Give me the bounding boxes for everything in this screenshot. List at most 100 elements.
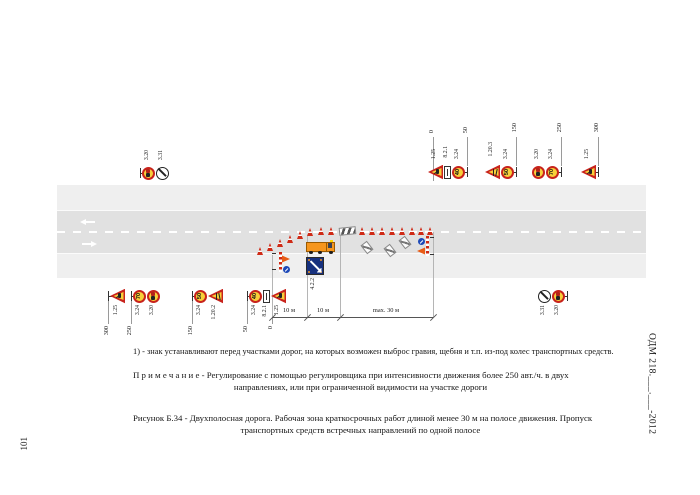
figure-caption-line2: транспортных средств встречных направлен… xyxy=(240,425,481,435)
sign-label: 3.20 xyxy=(533,148,540,159)
traffic-cone-icon xyxy=(427,227,433,235)
sign-post xyxy=(466,167,468,177)
traffic-cone-icon xyxy=(297,231,303,239)
barrier-tick xyxy=(272,253,276,254)
diagram-part xyxy=(319,258,323,262)
distance-line xyxy=(597,137,599,166)
mini-detour-sign-icon xyxy=(283,266,290,273)
diagram-part xyxy=(157,168,167,177)
barrier-tick xyxy=(272,269,276,270)
sign-3.31-icon xyxy=(538,289,551,303)
distance-label: 150 xyxy=(511,123,518,133)
sign-3.20-icon xyxy=(147,289,160,303)
sign-label: 1.25 xyxy=(430,148,437,159)
traffic-cone-icon xyxy=(318,227,324,235)
sign-post xyxy=(139,168,141,178)
distance-label: 50 xyxy=(242,326,249,333)
traffic-cone-icon xyxy=(257,247,263,255)
diagram-part xyxy=(556,296,561,300)
distance-line xyxy=(560,137,562,166)
diagram-part xyxy=(536,168,541,172)
traffic-cone-icon xyxy=(379,227,385,235)
sign-post xyxy=(191,291,193,301)
diagram-part xyxy=(307,258,311,262)
diagram-part xyxy=(309,251,313,254)
sign-8.2.1-icon xyxy=(444,165,451,179)
lane-arrow-left-head xyxy=(80,219,86,225)
lane-arrow-left-icon xyxy=(85,221,95,223)
sign-3.20-icon xyxy=(552,289,565,303)
traffic-cone-icon xyxy=(307,228,313,236)
sign-label: 3.24 xyxy=(547,148,554,159)
distance-label: 0 xyxy=(428,130,435,134)
sign-post xyxy=(130,291,132,301)
traffic-cone-icon xyxy=(369,227,375,235)
traffic-cone-icon xyxy=(409,227,415,235)
sign-3.24-icon: 50 xyxy=(501,165,514,179)
diagram-part xyxy=(536,172,541,176)
sign-post xyxy=(597,167,599,177)
diagram-part: 40 xyxy=(455,168,462,176)
distance-label: 300 xyxy=(103,326,110,336)
diagram-part xyxy=(316,267,322,273)
sign-post xyxy=(515,167,517,177)
diagram-part xyxy=(151,296,156,300)
diagram-part xyxy=(327,243,332,248)
diagram-part xyxy=(284,267,289,272)
diagram-part xyxy=(309,260,321,271)
note-line1: П р и м е ч а н и е - Регулирование с по… xyxy=(133,370,569,380)
sign-label: 3.20 xyxy=(553,305,560,316)
sign-label: 1.20.2 xyxy=(210,305,217,320)
distance-label: 250 xyxy=(126,326,133,336)
traffic-cone-icon xyxy=(328,227,334,235)
sign-post xyxy=(107,291,109,301)
mini-warning-triangle-icon xyxy=(417,247,425,255)
sign-3.20-icon xyxy=(142,166,155,180)
distance-line xyxy=(271,317,273,324)
mini-detour-sign-icon xyxy=(418,238,425,245)
sign-label: 1.25 xyxy=(112,305,119,316)
leader-line xyxy=(306,236,308,317)
striped-barrier-pole-icon xyxy=(279,252,282,272)
traffic-cone-icon xyxy=(267,243,273,251)
sign-post xyxy=(246,291,248,301)
page-number: 101 xyxy=(19,437,29,451)
dimension-label: max. 30 м xyxy=(372,306,400,314)
traffic-cone-icon xyxy=(359,227,365,235)
diagram-part xyxy=(493,168,495,176)
traffic-cone-icon xyxy=(418,227,424,235)
distance-line xyxy=(130,298,132,324)
diagram-part xyxy=(146,169,151,173)
barrier-tick xyxy=(430,237,434,238)
sign-8.2.1-icon xyxy=(263,289,270,303)
diagram-part: 70 xyxy=(549,168,556,176)
diagram-part: 70 xyxy=(136,292,143,300)
diagram-part: 40 xyxy=(252,292,259,300)
distance-line xyxy=(246,298,248,324)
diagram-part xyxy=(146,173,151,177)
distance-label: 300 xyxy=(593,123,600,133)
diagram-part xyxy=(307,270,311,274)
sign-label: 3.24 xyxy=(195,305,202,316)
diagram-part xyxy=(318,251,322,254)
note-line2: направлениях, или при ограниченной видим… xyxy=(233,382,488,392)
diagram-part xyxy=(306,242,327,252)
lane-arrow-right-head xyxy=(91,241,97,247)
sign-label: 3.20 xyxy=(148,305,155,316)
doc-reference: ОДМ 218.___.___-2012 xyxy=(646,333,657,435)
sign-1.25-icon xyxy=(428,164,443,180)
sign-3.24-icon: 70 xyxy=(133,289,146,303)
diagram-part xyxy=(216,292,218,300)
sign-label: 3.31 xyxy=(539,305,546,316)
dimension-line xyxy=(272,317,433,318)
diagram-part xyxy=(265,292,268,301)
distance-line xyxy=(466,137,468,166)
dimension-label: 10 м xyxy=(316,306,330,314)
sign-1.25-icon xyxy=(271,288,286,304)
sign-post xyxy=(560,167,562,177)
sign-3.24-icon: 40 xyxy=(249,289,262,303)
figure-caption-line1: Рисунок Б.34 - Двухполосная дорога. Рабо… xyxy=(133,413,593,423)
diagram-part xyxy=(151,292,156,296)
distance-label: 150 xyxy=(187,326,194,336)
sign-label: 3.20 xyxy=(143,149,150,160)
